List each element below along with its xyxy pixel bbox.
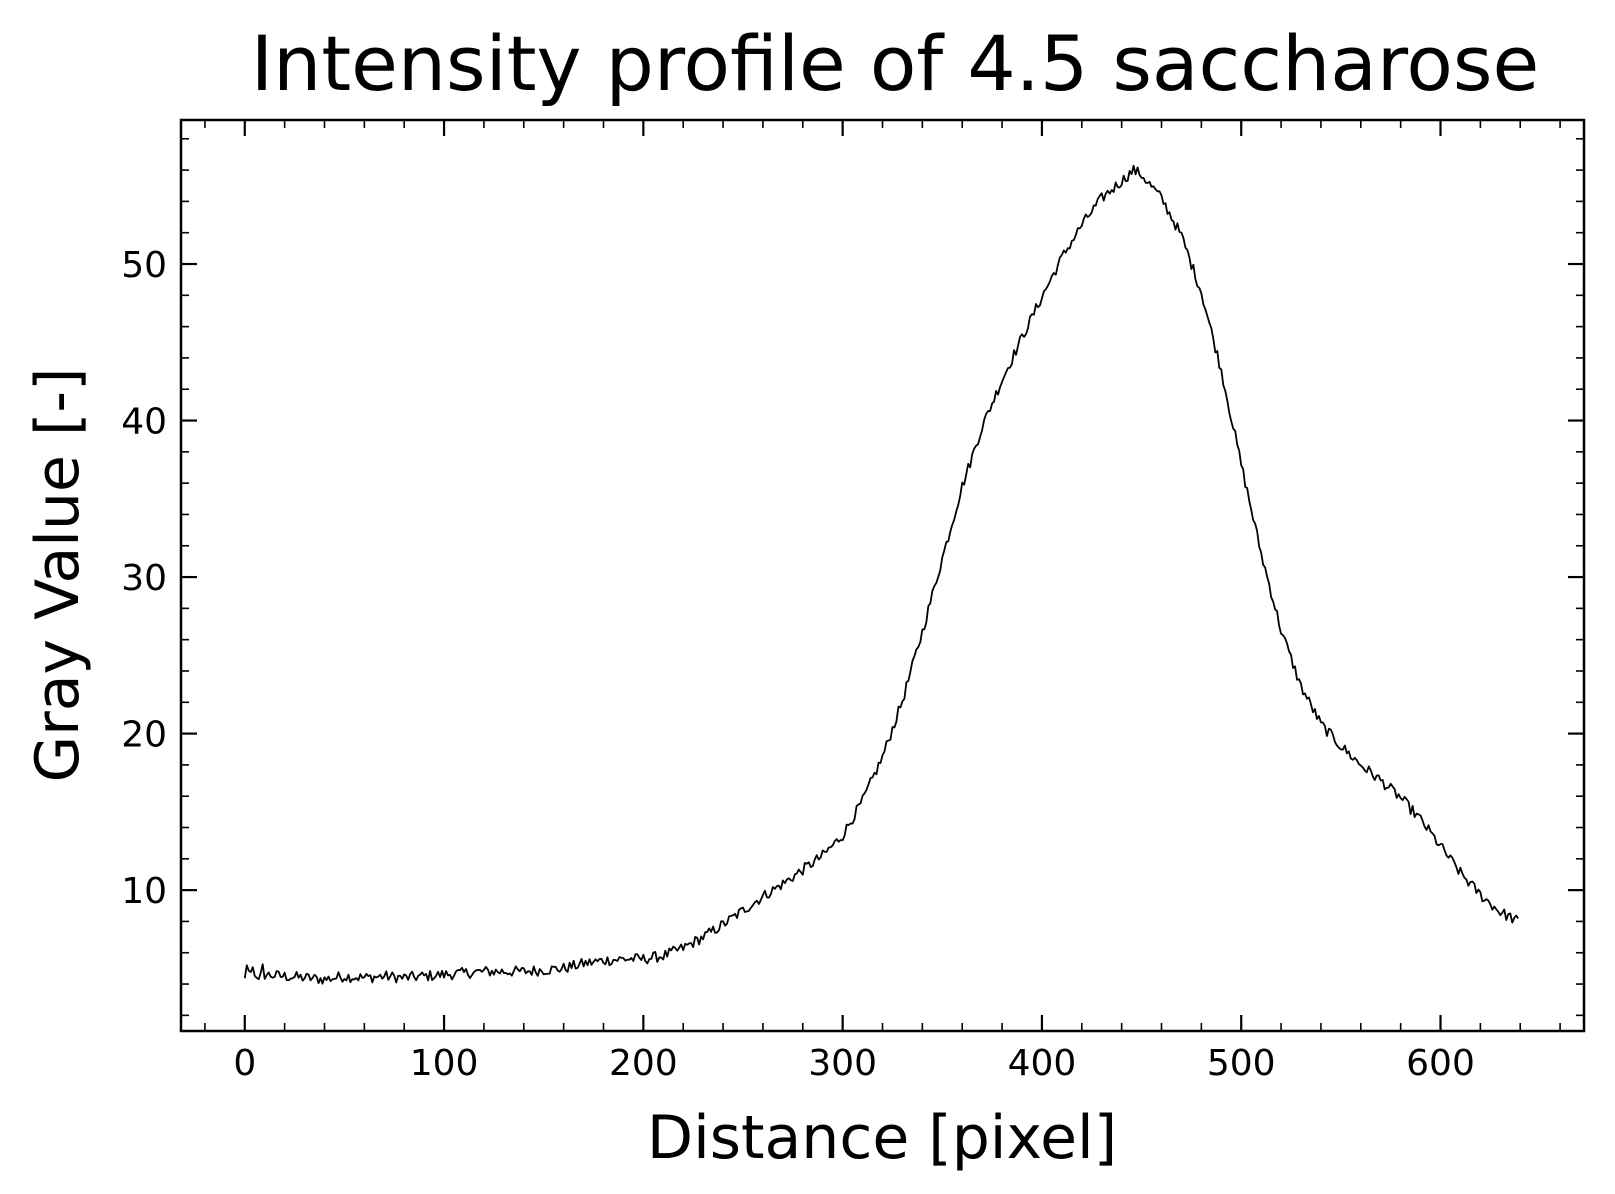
x-tick-label: 0 xyxy=(233,1043,256,1084)
x-tick-label: 200 xyxy=(609,1043,678,1084)
y-tick-label: 10 xyxy=(121,871,167,912)
x-tick-label: 100 xyxy=(410,1043,479,1084)
x-axis-label: Distance [pixel] xyxy=(647,1103,1117,1173)
x-tick-label: 400 xyxy=(1008,1043,1077,1084)
series-line xyxy=(243,164,1519,985)
y-tick-label: 40 xyxy=(121,402,167,443)
x-axis-ticks: 0 100 200 300 400 500 600 xyxy=(204,120,1561,1084)
plot-frame xyxy=(179,118,1586,1033)
y-axis-ticks: 10 20 30 40 50 xyxy=(121,137,1584,1017)
y-tick-label: 50 xyxy=(121,245,167,286)
y-axis-label: Gray Value [-] xyxy=(23,368,93,783)
y-tick-label: 30 xyxy=(121,558,167,599)
chart-title: Intensity profile of 4.5 saccharose xyxy=(251,19,1540,108)
series-layer xyxy=(243,164,1519,985)
x-tick-label: 500 xyxy=(1207,1043,1276,1084)
x-tick-label: 300 xyxy=(808,1043,877,1084)
y-tick-label: 20 xyxy=(121,715,167,756)
x-tick-label: 600 xyxy=(1406,1043,1475,1084)
